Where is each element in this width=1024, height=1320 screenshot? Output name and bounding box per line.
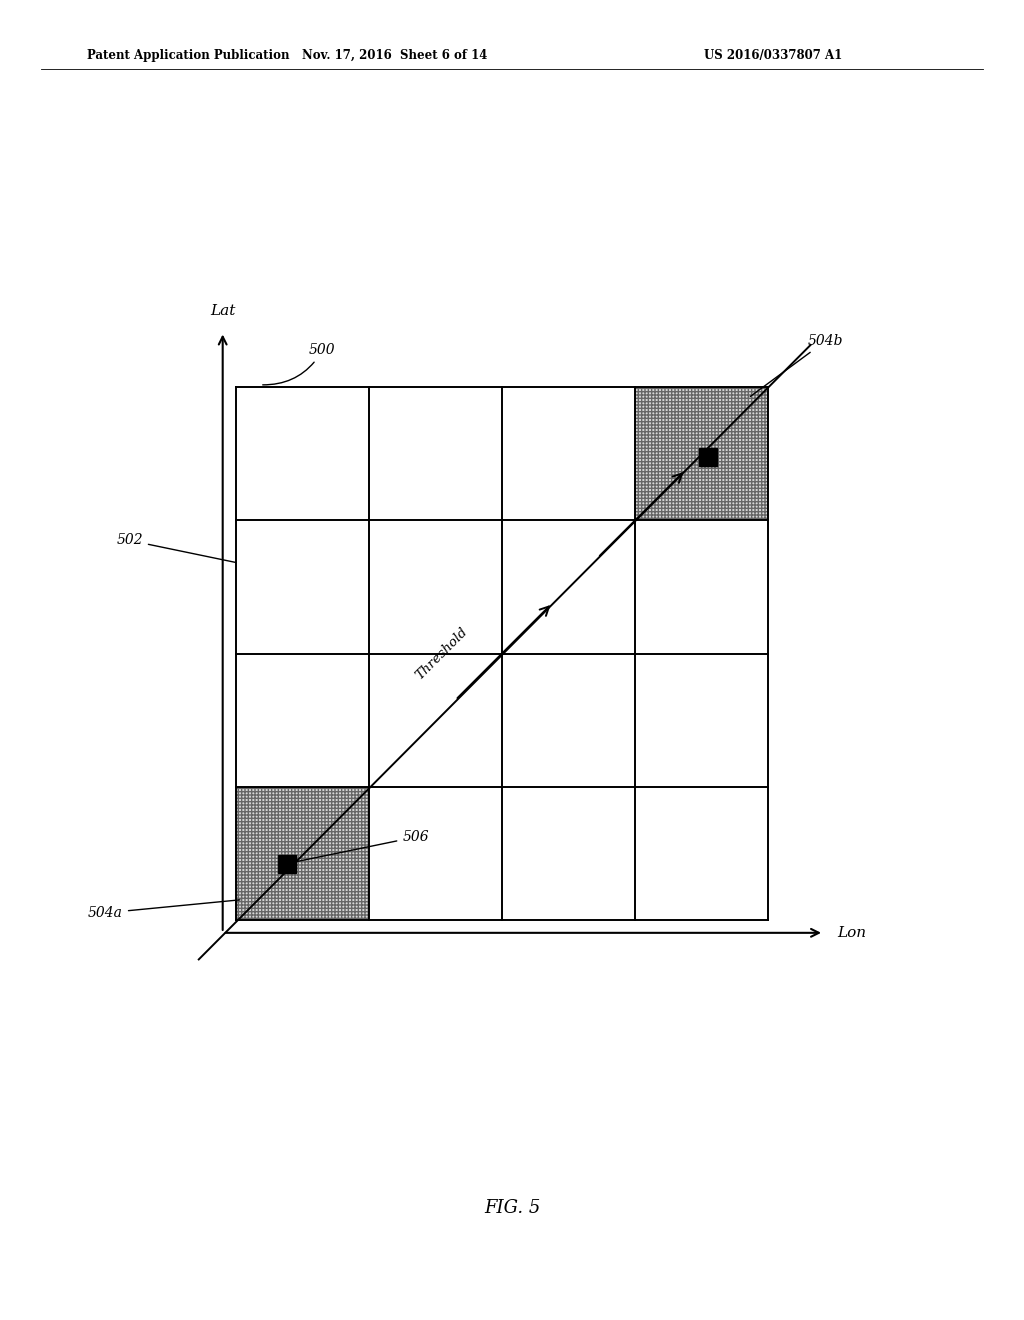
Text: US 2016/0337807 A1: US 2016/0337807 A1: [703, 49, 843, 62]
Text: 504b: 504b: [751, 334, 844, 396]
Bar: [635, 388, 768, 520]
Text: Patent Application Publication: Patent Application Publication: [87, 49, 290, 62]
Text: Threshold: Threshold: [414, 624, 471, 682]
Text: Lat: Lat: [210, 305, 236, 318]
Text: 506: 506: [289, 830, 429, 863]
Bar: [236, 787, 369, 920]
Text: 500: 500: [263, 343, 336, 385]
Bar: [236, 787, 369, 920]
Text: 502: 502: [117, 533, 236, 562]
Text: 504a: 504a: [88, 900, 240, 920]
Bar: [635, 388, 768, 520]
Text: FIG. 5: FIG. 5: [483, 1199, 541, 1217]
Text: Nov. 17, 2016  Sheet 6 of 14: Nov. 17, 2016 Sheet 6 of 14: [301, 49, 487, 62]
Text: Lon: Lon: [838, 925, 866, 940]
